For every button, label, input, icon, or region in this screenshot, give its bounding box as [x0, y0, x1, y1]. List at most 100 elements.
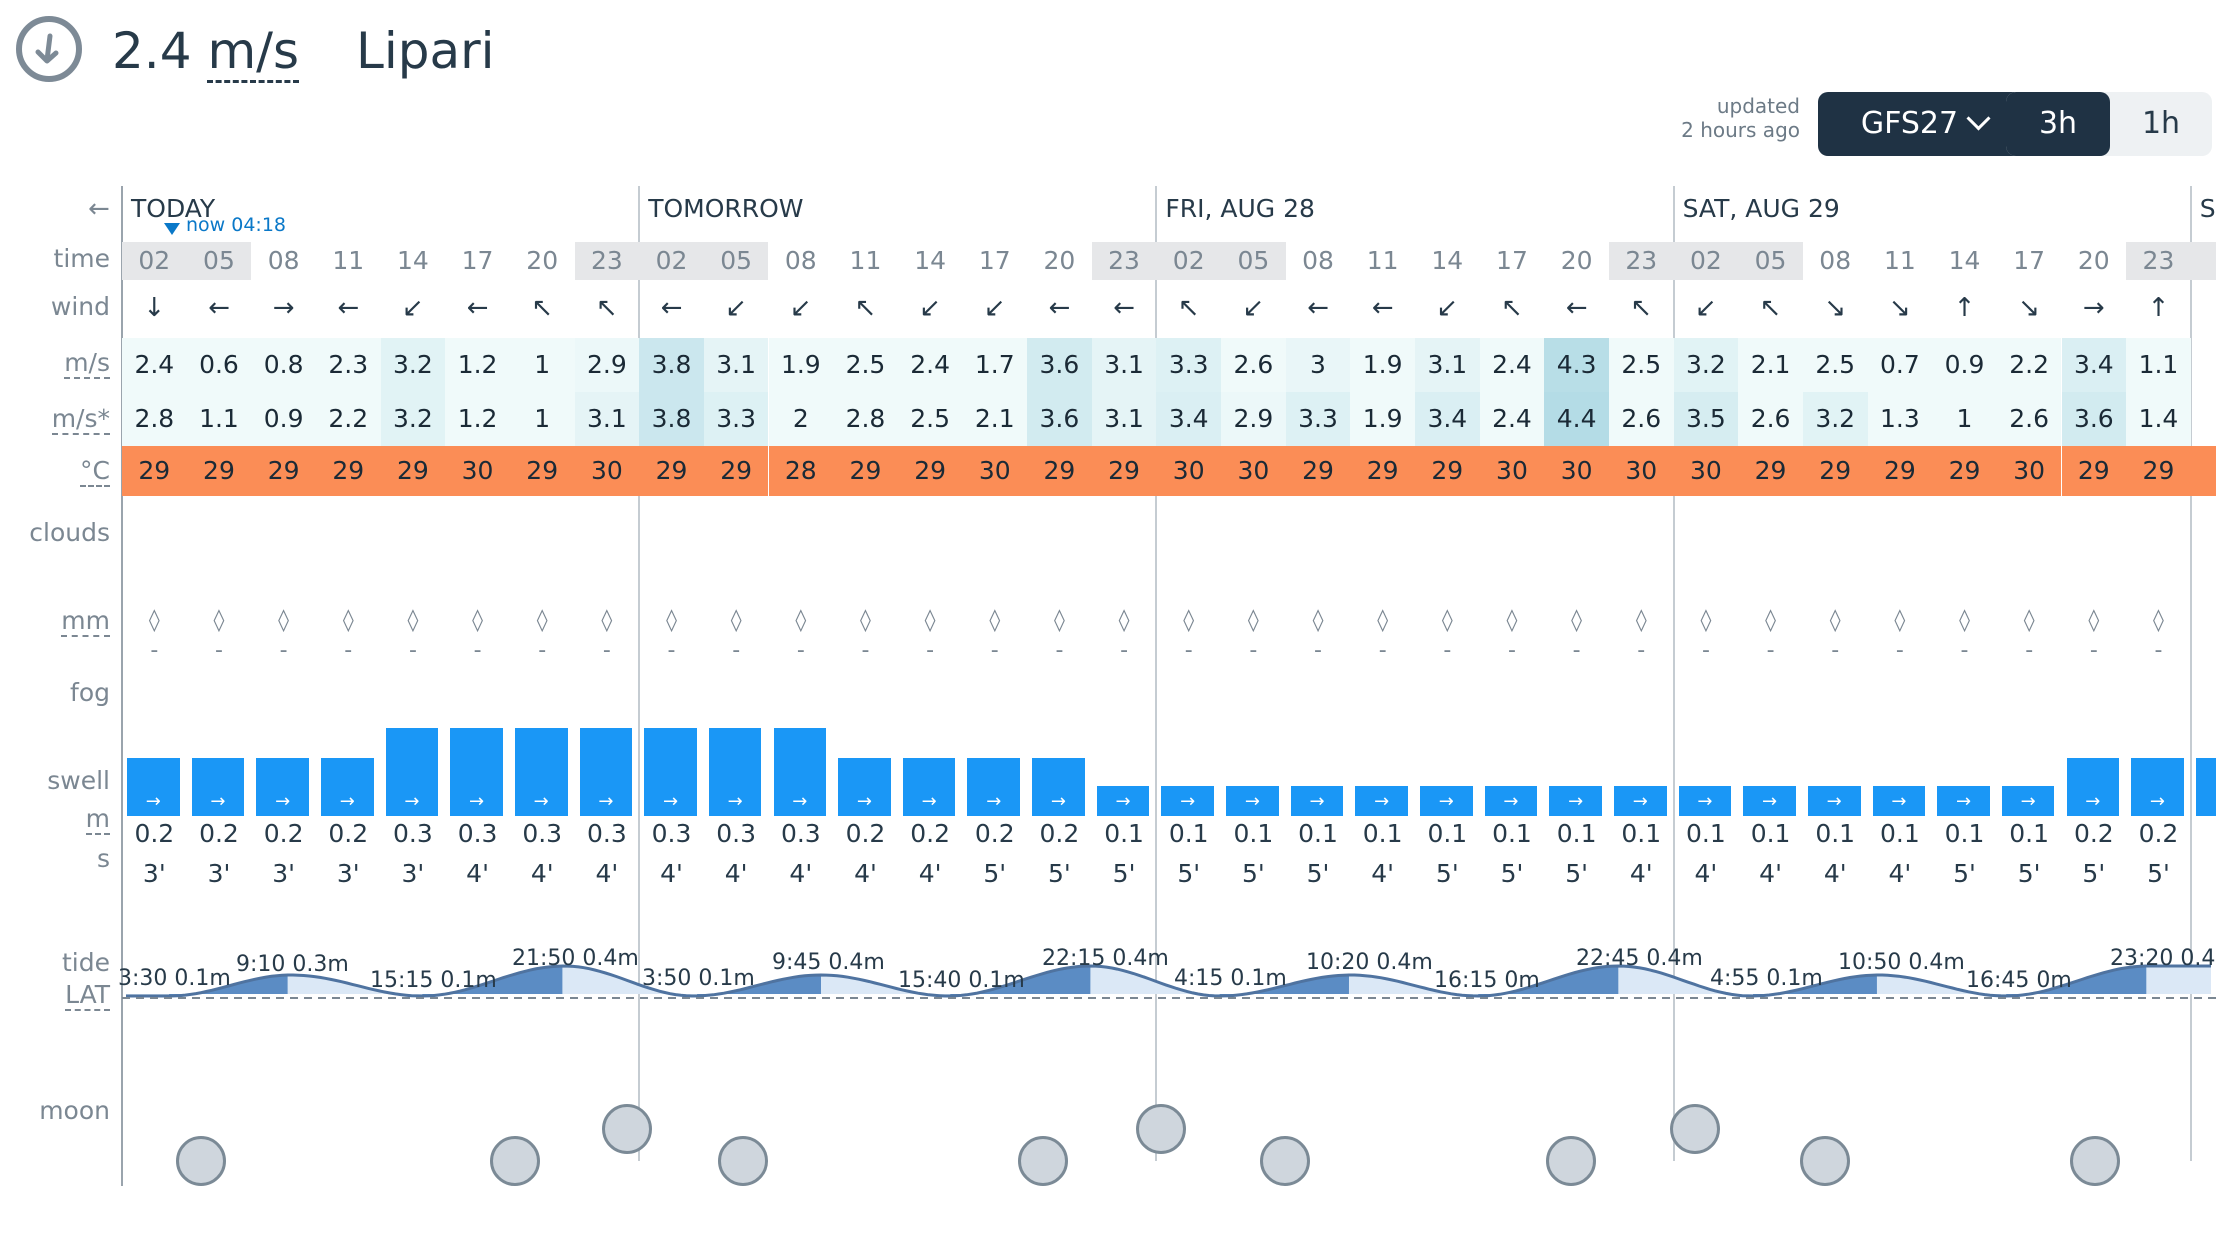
wind-direction-arrow: ←: [660, 293, 683, 323]
raindrop-icon: ◊: [730, 608, 742, 633]
swell-direction-arrow: →: [1503, 791, 1519, 812]
tide-rising-area: [1219, 975, 1349, 996]
step-1h-button[interactable]: 1h: [2141, 106, 2181, 141]
rain-value: -: [1184, 638, 1193, 663]
swell-direction-arrow: →: [1438, 791, 1454, 812]
rain-value: -: [1249, 638, 1258, 663]
wind-gust-cell: 2.5: [897, 392, 963, 446]
tide-rising-area: [1753, 975, 1877, 996]
day-header: FRI, AUG 28: [1165, 194, 1315, 223]
wind-speed-cell: 3.2: [1673, 338, 1739, 392]
wind-speed-cell: 2.9: [574, 338, 640, 392]
wind-direction-arrow: ↖: [1759, 293, 1782, 323]
raindrop-icon: ◊: [1312, 608, 1324, 633]
rain-value: -: [2025, 638, 2034, 663]
tide-line: [126, 964, 2211, 998]
temperature-cell: 30: [574, 446, 640, 496]
row-label-swell: swell: [47, 766, 110, 795]
swell-period-cell: 5': [1500, 859, 1524, 888]
moon-icon: [1670, 1104, 1720, 1154]
rain-value: -: [1378, 638, 1387, 663]
wind-speed-cell: 1.9: [768, 338, 834, 392]
wind-speed-cell: 2.5: [833, 338, 898, 392]
wind-speed-cell: 2.1: [1738, 338, 1803, 392]
model-select-button[interactable]: GFS27: [1818, 92, 2030, 156]
temperature-cell: 29: [1738, 446, 1803, 496]
wind-direction-arrow: ←: [1048, 293, 1071, 323]
row-label-speed[interactable]: m/s: [64, 348, 110, 379]
moon-icon: [718, 1136, 768, 1186]
wind-direction-arrow: ←: [208, 293, 230, 323]
swell-period-cell: 4': [595, 859, 619, 888]
day-separator: [638, 186, 641, 1161]
scroll-back-arrow[interactable]: ←: [88, 194, 110, 224]
wind-speed-cell: 1.2: [445, 338, 510, 392]
row-label-gust[interactable]: m/s*: [51, 404, 110, 435]
temperature-cell: 29: [1415, 446, 1480, 496]
swell-bar: →: [1420, 786, 1473, 816]
wind-gust-cell: 3.5: [1673, 392, 1739, 446]
wind-direction-arrow: ↘: [2018, 293, 2041, 323]
temperature-cell: 30: [1996, 446, 2062, 496]
time-cell: 14: [1431, 246, 1464, 275]
swell-period-cell: 5': [1953, 859, 1976, 888]
row-label-temp[interactable]: °C: [80, 456, 110, 487]
wind-direction-arrow: ←: [337, 293, 360, 323]
wind-speed-cell: 3: [1285, 338, 1351, 392]
raindrop-icon: ◊: [213, 608, 225, 633]
wind-gust-cell: 2.4: [1479, 392, 1545, 446]
tide-label: 9:10 0.3m: [236, 952, 349, 977]
rain-value: -: [1443, 638, 1452, 663]
raindrop-icon: ◊: [342, 608, 354, 633]
row-label-tide-ref[interactable]: LAT: [65, 980, 110, 1011]
time-cell: 14: [397, 246, 429, 275]
row-label-rain[interactable]: mm: [61, 606, 110, 637]
swell-period-cell: 5': [2147, 859, 2170, 888]
wind-gust-cell: 2.9: [1221, 392, 1286, 446]
swell-bar: →: [320, 758, 374, 816]
moon-icon: [1260, 1136, 1310, 1186]
wind-speed-cell: 4.3: [1544, 338, 1609, 392]
wind-speed-cell: 0.8: [251, 338, 316, 392]
swell-height-cell: 0.1: [1815, 819, 1856, 848]
swell-period-cell: 4': [724, 859, 748, 888]
swell-period-cell: 5': [2017, 859, 2041, 888]
raindrop-icon: ◊: [536, 608, 548, 633]
swell-bar: →: [2066, 758, 2120, 816]
swell-bar: →: [708, 728, 762, 816]
swell-bar: →: [1161, 786, 1215, 816]
temperature-cell: 29: [1285, 446, 1351, 496]
swell-direction-arrow: →: [469, 791, 485, 812]
time-cell: 08: [267, 246, 300, 275]
wind-gust-cell: 3.4: [1415, 392, 1480, 446]
wind-speed-cell: 1.9: [1350, 338, 1415, 392]
tide-label: 4:15 0.1m: [1174, 966, 1287, 991]
wind-speed-cell: 1.1: [2126, 338, 2191, 392]
speed-unit[interactable]: m/s: [207, 22, 300, 83]
wind-speed-cell: 3.4: [2061, 338, 2127, 392]
wind-direction-arrow: ←: [1371, 293, 1394, 323]
rain-value: -: [1637, 638, 1646, 663]
row-label-swell-height[interactable]: m: [85, 804, 110, 835]
wind-direction-arrow: ←: [1113, 293, 1135, 323]
wind-speed-cell: 3.1: [1091, 338, 1157, 392]
wind-speed-cell: 2.6: [1221, 338, 1286, 392]
wind-gust-cell: 3.1: [1091, 392, 1157, 446]
wind-speed-cell: 3.1: [1415, 338, 1480, 392]
swell-bar: →: [1032, 758, 1085, 816]
wind-direction-arrow: ↖: [1630, 293, 1653, 323]
step-3h-button[interactable]: 3h: [2006, 92, 2110, 156]
raindrop-icon: ◊: [1377, 608, 1389, 633]
swell-bar: →: [191, 758, 245, 816]
swell-height-cell: 0.1: [1104, 819, 1144, 848]
swell-height-cell: 0.3: [522, 819, 563, 848]
swell-bar: →: [1549, 786, 1602, 816]
wind-speed-cell: 3.8: [639, 338, 704, 392]
swell-bar: →: [1226, 786, 1279, 816]
raindrop-icon: ◊: [1571, 608, 1583, 633]
swell-period-cell: 5': [1112, 859, 1136, 888]
swell-bar: →: [1937, 786, 1990, 816]
swell-bar: →: [1484, 786, 1538, 816]
temperature-cell: 29: [1091, 446, 1157, 496]
rain-value: -: [1314, 638, 1322, 663]
